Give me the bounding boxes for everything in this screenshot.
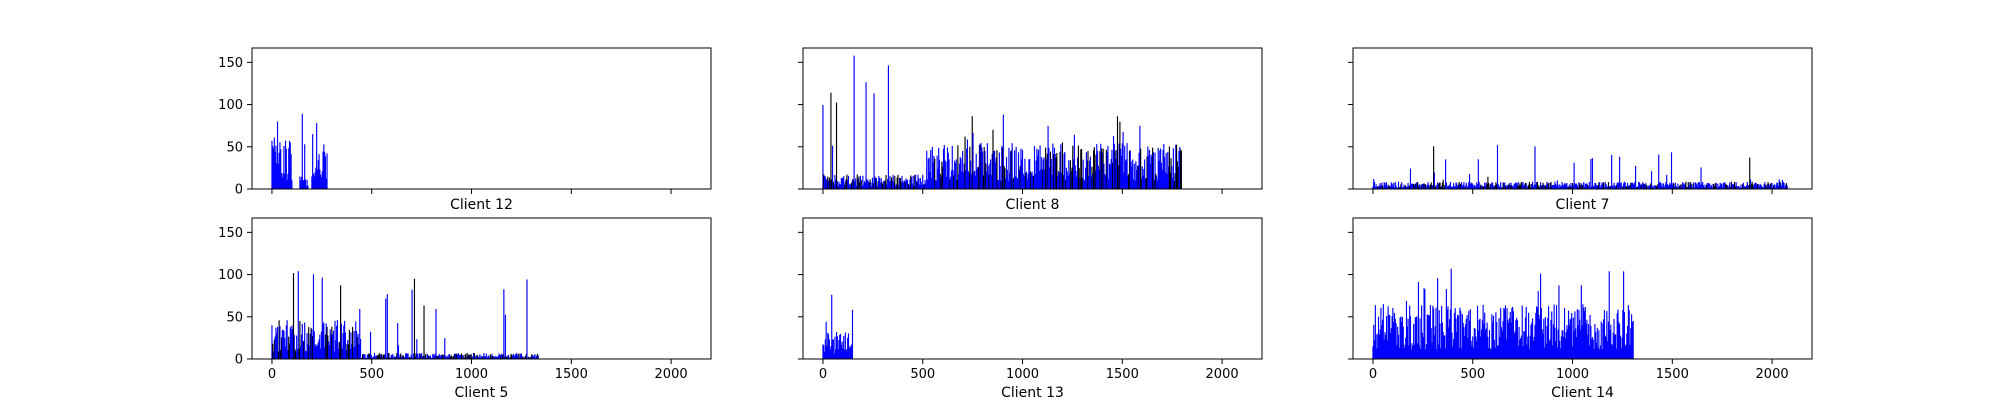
x-tick-label: 1500 bbox=[1656, 367, 1689, 382]
x-tick-label: 1000 bbox=[455, 367, 488, 382]
x-tick-label: 2000 bbox=[1756, 367, 1789, 382]
x-axis-ticks bbox=[1372, 189, 1773, 194]
bar-series bbox=[1372, 145, 1788, 189]
bar-series bbox=[271, 113, 328, 189]
x-tick-label: 500 bbox=[910, 367, 935, 382]
y-tick-label: 150 bbox=[218, 56, 243, 71]
x-tick-label: 500 bbox=[359, 367, 384, 382]
x-axis-label: Client 8 bbox=[1006, 197, 1060, 213]
x-tick-label: 0 bbox=[268, 367, 276, 382]
subplot-6: 0 500 1000 1500 2000 Client 14 bbox=[1348, 217, 1813, 400]
y-tick-label: 0 bbox=[235, 183, 243, 198]
x-axis-ticks: 0 500 1000 1500 2000 bbox=[819, 359, 1239, 382]
y-axis-ticks: 0 50 100 150 bbox=[218, 226, 252, 368]
subplot-5: 0 500 1000 1500 2000 Client 13 bbox=[798, 217, 1263, 400]
y-tick-label: 50 bbox=[226, 310, 243, 325]
subplot-2: Client 8 bbox=[798, 47, 1263, 213]
x-tick-label: 2000 bbox=[655, 367, 688, 382]
y-axis-ticks bbox=[1348, 231, 1353, 360]
axes-frame bbox=[1352, 47, 1813, 190]
subplot-3: Client 7 bbox=[1348, 47, 1813, 213]
x-axis-label: Client 14 bbox=[1551, 385, 1614, 400]
y-axis-ticks bbox=[1348, 61, 1353, 190]
axes-frame bbox=[802, 47, 1263, 190]
x-tick-label: 1000 bbox=[1556, 367, 1589, 382]
x-axis-ticks: 0 500 1000 1500 2000 bbox=[268, 359, 688, 382]
x-tick-label: 1500 bbox=[1106, 367, 1139, 382]
subplot-1: 0 50 100 150 Client 12 bbox=[218, 47, 712, 213]
x-axis-ticks: 0 500 1000 1500 2000 bbox=[1369, 359, 1789, 382]
x-axis-label: Client 7 bbox=[1556, 197, 1610, 213]
x-tick-label: 0 bbox=[819, 367, 827, 382]
axes-frame bbox=[1352, 217, 1813, 360]
subplot-4: 0 500 1000 1500 2000 0 50 100 150 Client 5 bbox=[218, 217, 712, 400]
x-axis-label: Client 12 bbox=[450, 197, 513, 213]
axes-frame bbox=[251, 217, 712, 360]
y-axis-ticks: 0 50 100 150 bbox=[218, 56, 252, 198]
bar-series bbox=[1372, 268, 1634, 359]
bar-series bbox=[822, 294, 854, 359]
x-axis-ticks bbox=[822, 189, 1223, 194]
y-axis-ticks bbox=[798, 231, 803, 360]
x-tick-label: 1500 bbox=[555, 367, 588, 382]
x-tick-label: 1000 bbox=[1006, 367, 1039, 382]
y-axis-ticks bbox=[798, 61, 803, 190]
y-tick-label: 100 bbox=[218, 98, 243, 113]
x-axis-label: Client 5 bbox=[455, 385, 509, 400]
y-tick-label: 50 bbox=[226, 140, 243, 155]
x-tick-label: 2000 bbox=[1206, 367, 1239, 382]
y-tick-label: 0 bbox=[235, 353, 243, 368]
x-tick-label: 500 bbox=[1460, 367, 1485, 382]
x-axis-label: Client 13 bbox=[1001, 385, 1064, 400]
axes-frame bbox=[251, 47, 712, 190]
x-axis-ticks bbox=[271, 189, 672, 194]
y-tick-label: 150 bbox=[218, 226, 243, 241]
x-tick-label: 0 bbox=[1369, 367, 1377, 382]
axes-frame bbox=[802, 217, 1263, 360]
bar-series bbox=[822, 55, 1182, 189]
y-tick-label: 100 bbox=[218, 268, 243, 283]
